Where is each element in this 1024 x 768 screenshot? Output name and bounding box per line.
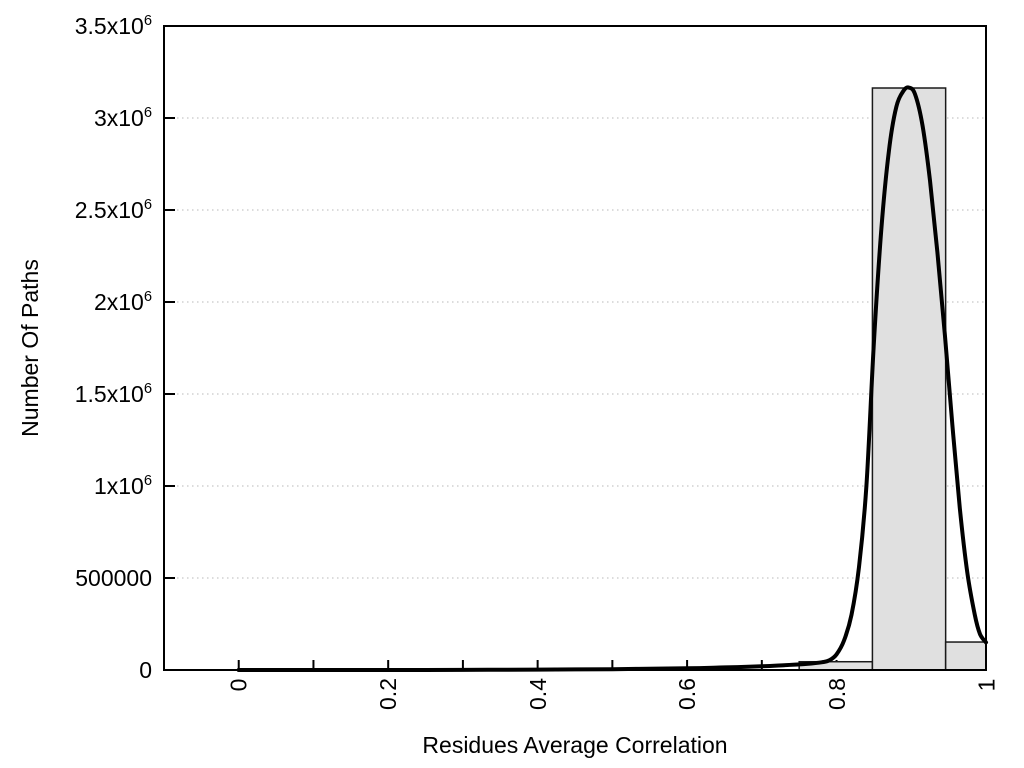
exponent: 6: [143, 104, 152, 121]
x-tick-label: 0.2: [375, 678, 402, 710]
y-tick-label: 2.5x106: [74, 196, 152, 223]
x-axis-title: Residues Average Correlation: [422, 732, 728, 758]
exponent: 6: [143, 12, 152, 29]
exponent: 6: [143, 196, 152, 213]
x-tick-label: 1: [972, 678, 999, 691]
exponent: 6: [143, 380, 152, 397]
y-tick-label: 1x106: [93, 472, 152, 499]
x-tick-label: 0.8: [823, 678, 850, 710]
exponent: 6: [143, 472, 152, 489]
x-tick-label: 0: [225, 678, 252, 691]
x-tick-label: 0.4: [524, 678, 551, 710]
histogram-bar: [871, 87, 947, 671]
y-axis-title: Number Of Paths: [16, 259, 43, 437]
y-tick-label: 3.5x106: [74, 12, 152, 39]
fit-curve: [236, 85, 988, 672]
y-tick-label: 0: [139, 657, 152, 683]
plot-frame: [163, 25, 987, 671]
y-tick-label: 3x106: [93, 104, 152, 131]
y-tick-label: 1.5x106: [74, 380, 152, 407]
exponent: 6: [143, 288, 152, 305]
x-tick-label: 0.6: [674, 678, 701, 710]
y-tick-label: 500000: [75, 565, 152, 591]
histogram-bar: [944, 641, 987, 671]
y-tick-label: 2x106: [93, 288, 152, 315]
